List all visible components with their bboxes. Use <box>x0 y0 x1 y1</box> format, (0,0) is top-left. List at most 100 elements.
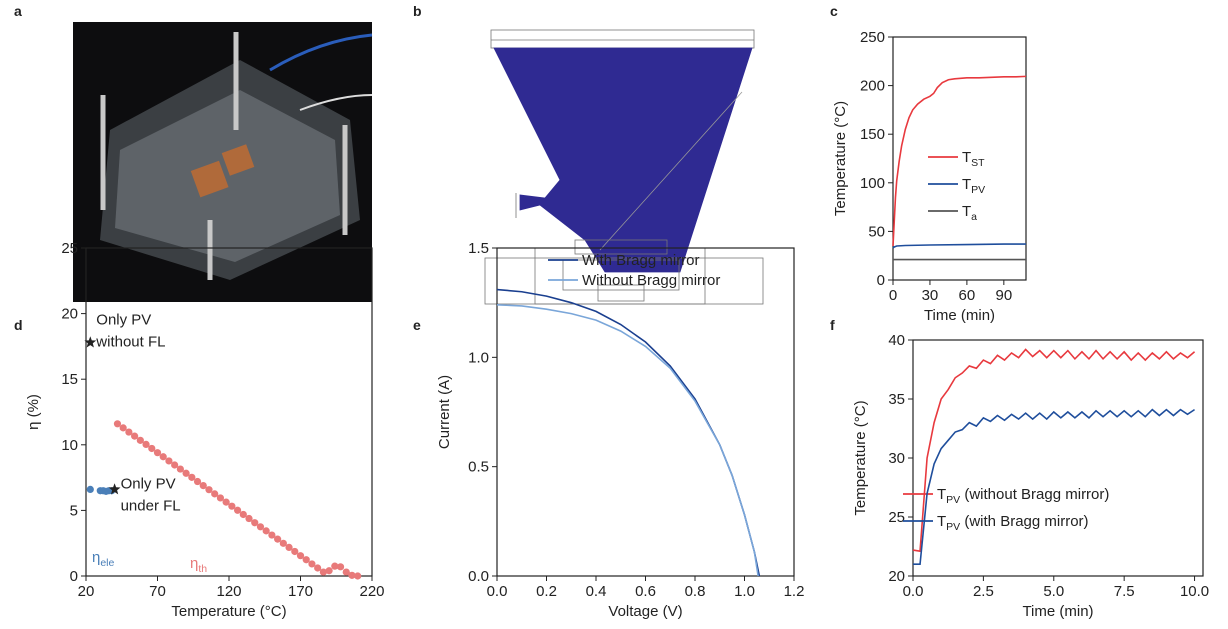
star-marker <box>84 336 97 348</box>
axes-frame <box>496 247 795 577</box>
y-tick-label: 20 <box>61 306 78 323</box>
series-name: TST <box>962 149 985 169</box>
x-tick-label: 5.0 <box>1043 583 1064 600</box>
name: T <box>962 203 971 220</box>
panel-label: b <box>413 3 422 19</box>
annotation: Only PV <box>121 475 176 492</box>
name: T <box>962 149 971 166</box>
point <box>119 424 127 432</box>
point <box>165 457 173 465</box>
point <box>233 506 242 514</box>
point <box>291 547 299 556</box>
y-tick-label: 25 <box>888 509 905 526</box>
series-line <box>496 304 759 577</box>
point <box>348 571 356 579</box>
annotation: without FL <box>95 333 165 350</box>
point <box>274 535 282 543</box>
y-tick-label: 250 <box>860 29 885 46</box>
point <box>176 465 184 473</box>
x-tick-label: 0.6 <box>635 583 656 600</box>
y-tick-label: 50 <box>868 223 885 240</box>
point <box>153 449 162 457</box>
point <box>205 486 213 494</box>
series-name: TPV (with Bragg mirror) <box>937 513 1089 533</box>
y-tick-label: 0.5 <box>468 459 489 476</box>
x-tick-label: 7.5 <box>1114 583 1135 600</box>
x-tick-label: 90 <box>995 287 1012 304</box>
y-tick-label: 0 <box>877 272 885 289</box>
suffix: (with Bragg mirror) <box>960 513 1088 530</box>
axes-frame <box>892 36 1027 281</box>
point <box>256 523 265 531</box>
y-tick-label: 0 <box>70 568 78 585</box>
point <box>211 490 219 498</box>
panel-label: f <box>830 317 835 333</box>
panel-label: d <box>14 317 23 333</box>
x-tick-label: 20 <box>78 583 95 600</box>
series-name: TPV <box>962 176 985 196</box>
y-tick-label: 35 <box>888 391 905 408</box>
y-axis-title: η (%) <box>25 394 42 430</box>
subscript: PV <box>971 184 985 196</box>
series-name: TPV (without Bragg mirror) <box>937 486 1109 506</box>
y-tick-label: 10 <box>61 437 78 454</box>
subscript: th <box>198 563 207 575</box>
x-axis-title: Temperature (°C) <box>171 603 286 620</box>
point <box>131 432 139 440</box>
series-name: Without Bragg mirror <box>582 272 720 289</box>
photo <box>73 22 373 302</box>
point <box>251 519 259 527</box>
y-axis-title: Temperature (°C) <box>832 101 849 216</box>
point <box>331 562 339 570</box>
y-tick-label: 20 <box>888 568 905 585</box>
series-line <box>892 243 1026 249</box>
point <box>239 510 247 519</box>
axes-frame <box>912 339 1204 577</box>
point <box>325 567 333 575</box>
panel-label: c <box>830 3 838 19</box>
x-tick-label: 0.0 <box>487 583 508 600</box>
x-tick-label: 170 <box>288 583 313 600</box>
point <box>159 453 167 461</box>
y-tick-label: 25 <box>61 240 78 257</box>
x-tick-label: 30 <box>922 287 939 304</box>
point <box>336 563 345 571</box>
subscript: ele <box>100 557 114 569</box>
point <box>171 461 179 469</box>
series-name: ηth <box>190 555 207 575</box>
point <box>354 572 362 580</box>
point <box>308 560 316 568</box>
y-axis-title: Current (A) <box>436 375 453 449</box>
point <box>113 420 122 428</box>
series-line <box>496 288 761 577</box>
x-tick-label: 120 <box>216 583 241 600</box>
name: η <box>190 555 198 572</box>
suffix: (without Bragg mirror) <box>960 486 1109 503</box>
y-tick-label: 200 <box>860 78 885 95</box>
y-axis-title: Temperature (°C) <box>852 400 869 515</box>
subscript: a <box>971 211 977 223</box>
name: η <box>92 549 100 566</box>
y-tick-label: 100 <box>860 175 885 192</box>
y-tick-label: 15 <box>61 371 78 388</box>
series-line <box>912 348 1196 553</box>
point <box>199 482 207 490</box>
annotation: Only PV <box>96 311 151 328</box>
name: T <box>962 176 971 193</box>
point <box>193 477 202 486</box>
point <box>228 502 236 510</box>
series-name: ηele <box>92 549 115 569</box>
x-tick-label: 60 <box>959 287 976 304</box>
y-tick-label: 0.0 <box>468 568 489 585</box>
panel-label: a <box>14 3 22 19</box>
x-tick-label: 0.8 <box>685 583 706 600</box>
series-line <box>913 408 1195 565</box>
y-tick-label: 150 <box>860 126 885 143</box>
point <box>342 568 350 576</box>
name: With Bragg mirror <box>582 252 700 269</box>
point <box>314 564 322 572</box>
point <box>188 473 196 481</box>
point <box>245 514 253 523</box>
